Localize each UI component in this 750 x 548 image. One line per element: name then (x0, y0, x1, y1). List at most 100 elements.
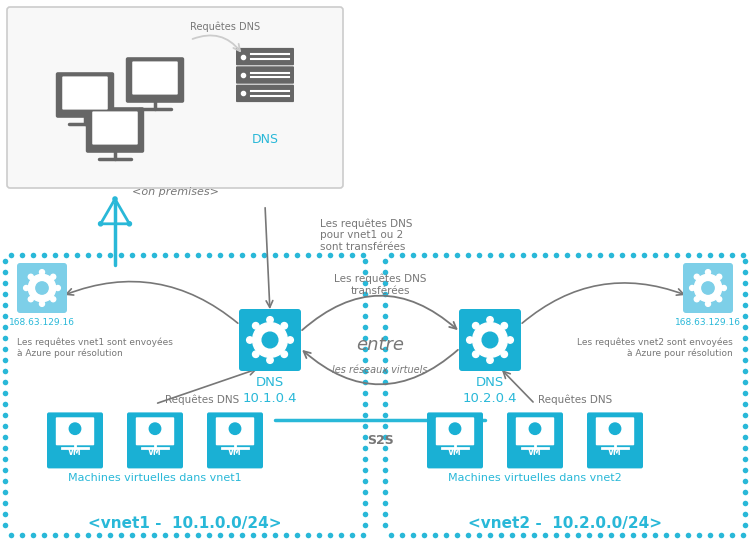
Text: Requêtes DNS: Requêtes DNS (190, 21, 260, 32)
FancyBboxPatch shape (92, 111, 138, 145)
Circle shape (24, 286, 28, 290)
Text: les réseaux virtuels: les réseaux virtuels (332, 365, 427, 375)
Text: <vnet2 -  10.2.0.0/24>: <vnet2 - 10.2.0.0/24> (468, 516, 662, 531)
FancyBboxPatch shape (236, 48, 294, 65)
Circle shape (694, 274, 699, 279)
FancyBboxPatch shape (17, 263, 67, 313)
Circle shape (287, 337, 293, 343)
Circle shape (466, 337, 473, 343)
Circle shape (56, 286, 60, 290)
Circle shape (113, 197, 117, 201)
Circle shape (51, 296, 56, 302)
Circle shape (28, 274, 33, 279)
Text: 10.1.0.4: 10.1.0.4 (243, 392, 297, 405)
FancyBboxPatch shape (47, 413, 103, 469)
Text: VM: VM (228, 448, 242, 456)
Circle shape (706, 301, 710, 306)
FancyBboxPatch shape (427, 413, 483, 469)
Circle shape (281, 351, 287, 357)
Circle shape (722, 286, 726, 290)
Circle shape (472, 351, 479, 357)
Text: VM: VM (148, 448, 162, 456)
Circle shape (472, 323, 507, 357)
Circle shape (530, 423, 541, 435)
FancyBboxPatch shape (86, 107, 144, 153)
Circle shape (487, 317, 494, 323)
Text: <vnet1 -  10.1.0.0/24>: <vnet1 - 10.1.0.0/24> (88, 516, 282, 531)
Circle shape (487, 357, 494, 363)
Text: DNS: DNS (256, 376, 284, 389)
Circle shape (267, 357, 273, 363)
Circle shape (28, 296, 33, 302)
Circle shape (230, 423, 241, 435)
Circle shape (690, 286, 694, 290)
FancyBboxPatch shape (507, 413, 563, 469)
Text: 168.63.129.16: 168.63.129.16 (675, 318, 741, 327)
Circle shape (706, 270, 710, 275)
Text: Les requêtes DNS
transférées: Les requêtes DNS transférées (334, 274, 426, 296)
Circle shape (507, 337, 514, 343)
Circle shape (40, 270, 44, 275)
Text: Les requêtes vnet2 sont envoyées
à Azure pour résolution: Les requêtes vnet2 sont envoyées à Azure… (578, 338, 733, 358)
Circle shape (36, 282, 48, 294)
Circle shape (28, 275, 56, 301)
Text: 168.63.129.16: 168.63.129.16 (9, 318, 75, 327)
Circle shape (609, 423, 621, 435)
Circle shape (694, 275, 721, 301)
Circle shape (149, 423, 160, 435)
Circle shape (40, 301, 44, 306)
Circle shape (267, 317, 273, 323)
FancyBboxPatch shape (516, 417, 554, 446)
Circle shape (501, 351, 508, 357)
Text: VM: VM (528, 448, 542, 456)
FancyBboxPatch shape (56, 72, 114, 118)
Circle shape (472, 323, 479, 329)
Text: DNS: DNS (476, 376, 504, 389)
Circle shape (253, 323, 287, 357)
Circle shape (69, 423, 81, 435)
Circle shape (128, 222, 131, 226)
Circle shape (694, 296, 699, 302)
Circle shape (449, 423, 460, 435)
FancyBboxPatch shape (587, 413, 643, 469)
FancyBboxPatch shape (7, 7, 343, 188)
FancyBboxPatch shape (459, 309, 521, 371)
FancyBboxPatch shape (683, 263, 733, 313)
Text: VM: VM (608, 448, 622, 456)
FancyBboxPatch shape (126, 57, 184, 103)
FancyBboxPatch shape (207, 413, 263, 469)
FancyBboxPatch shape (62, 76, 108, 110)
FancyBboxPatch shape (216, 417, 254, 446)
Circle shape (702, 282, 714, 294)
FancyBboxPatch shape (239, 309, 301, 371)
FancyBboxPatch shape (127, 413, 183, 469)
Text: 10.2.0.4: 10.2.0.4 (463, 392, 518, 405)
Circle shape (262, 332, 278, 348)
Circle shape (98, 222, 103, 226)
Circle shape (51, 274, 56, 279)
Text: <on premises>: <on premises> (131, 187, 218, 197)
Text: Requêtes DNS: Requêtes DNS (165, 395, 239, 406)
Circle shape (281, 323, 287, 329)
FancyBboxPatch shape (436, 417, 474, 446)
Text: Les requêtes vnet1 sont envoyées
à Azure pour résolution: Les requêtes vnet1 sont envoyées à Azure… (17, 338, 172, 358)
Text: entre: entre (356, 336, 404, 354)
FancyBboxPatch shape (56, 417, 94, 446)
Text: Requêtes DNS: Requêtes DNS (538, 395, 612, 406)
Text: VM: VM (448, 448, 462, 456)
Text: Les requêtes DNS
pour vnet1 ou 2
sont transférées: Les requêtes DNS pour vnet1 ou 2 sont tr… (320, 218, 413, 252)
Text: VM: VM (68, 448, 82, 456)
Circle shape (717, 274, 722, 279)
Circle shape (253, 323, 259, 329)
Circle shape (253, 351, 259, 357)
Circle shape (501, 323, 508, 329)
FancyBboxPatch shape (236, 85, 294, 102)
FancyBboxPatch shape (136, 417, 174, 446)
Text: S2S: S2S (367, 434, 393, 447)
Text: Machines virtuelles dans vnet1: Machines virtuelles dans vnet1 (68, 473, 242, 483)
FancyBboxPatch shape (596, 417, 634, 446)
Circle shape (717, 296, 722, 302)
FancyBboxPatch shape (236, 66, 294, 84)
FancyBboxPatch shape (132, 61, 178, 95)
Circle shape (247, 337, 253, 343)
